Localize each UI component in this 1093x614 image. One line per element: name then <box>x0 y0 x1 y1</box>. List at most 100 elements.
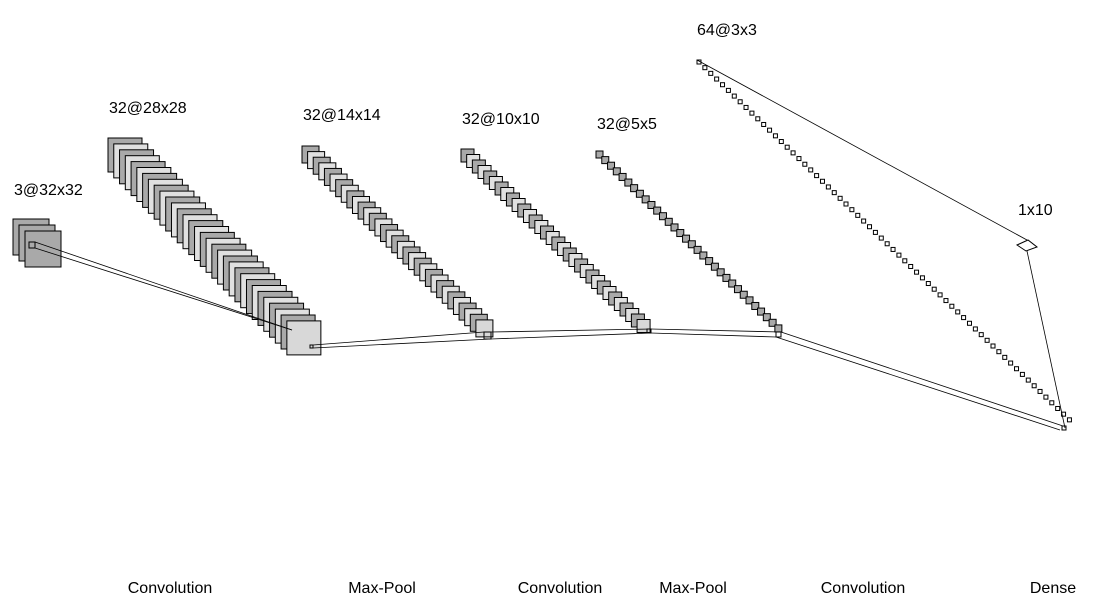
feature-map-pool2 <box>612 167 621 176</box>
feature-map-conv3 <box>984 337 990 343</box>
feature-map-conv3 <box>819 178 825 184</box>
feature-map-conv3 <box>925 281 931 287</box>
layer-label-dense: 1x10 <box>1018 202 1053 219</box>
feature-map-conv3 <box>802 161 808 167</box>
feature-map-pool2 <box>722 273 731 282</box>
feature-map-conv3 <box>702 65 708 71</box>
feature-map-pool2 <box>635 189 644 198</box>
feature-map-conv3 <box>884 241 890 247</box>
feature-map-conv3 <box>1019 371 1025 377</box>
feature-map-conv3 <box>808 167 814 173</box>
feature-map-pool2 <box>699 251 708 260</box>
feature-map-conv3 <box>990 343 996 349</box>
feature-map-conv3 <box>919 275 925 281</box>
feature-map-conv3 <box>908 263 914 269</box>
feature-map-pool2 <box>676 229 685 238</box>
connection-line <box>650 328 782 333</box>
feature-map-conv3 <box>1025 377 1031 383</box>
feature-map-conv3 <box>961 315 967 321</box>
feature-map-conv3 <box>708 70 714 76</box>
feature-map-pool2 <box>687 240 696 249</box>
connection-line <box>780 331 1064 427</box>
connection-line <box>34 247 293 331</box>
kernel-marker-pool2 <box>775 331 782 338</box>
feature-map-pool2 <box>693 245 702 254</box>
feature-map-conv1 <box>286 320 322 356</box>
feature-map-conv3 <box>902 258 908 264</box>
feature-map-conv3 <box>767 127 773 133</box>
connection-line <box>650 332 777 338</box>
feature-map-conv3 <box>861 218 867 224</box>
feature-map-conv3 <box>1043 394 1049 400</box>
feature-map-pool2 <box>757 307 766 316</box>
feature-map-pool2 <box>664 217 673 226</box>
feature-map-conv3 <box>896 252 902 258</box>
feature-map-pool2 <box>601 156 610 165</box>
feature-map-conv3 <box>790 150 796 156</box>
operation-label-max-pool-2: Max-Pool <box>659 580 727 597</box>
feature-map-pool2 <box>670 223 679 232</box>
feature-map-conv3 <box>972 326 978 332</box>
feature-map-conv3 <box>720 82 726 88</box>
dense-output-node <box>1015 239 1039 252</box>
operation-label-convolution-1: Convolution <box>127 580 213 597</box>
feature-map-conv3 <box>878 235 884 241</box>
connection-line <box>312 338 492 349</box>
layer-label-conv3: 64@3x3 <box>697 22 757 39</box>
operation-label-dense: Dense <box>1029 580 1077 597</box>
feature-map-conv2 <box>636 319 651 333</box>
feature-map-conv3 <box>1014 366 1020 372</box>
kernel-marker-conv3 <box>1061 425 1067 431</box>
feature-map-conv3 <box>814 173 820 179</box>
feature-map-conv3 <box>743 104 749 110</box>
kernel-marker-input <box>28 241 36 249</box>
feature-map-conv3 <box>831 190 837 196</box>
feature-map-pool2 <box>641 195 650 204</box>
feature-map-pool2 <box>762 313 771 322</box>
layer-label-conv1: 32@28x28 <box>109 100 187 117</box>
feature-map-conv3 <box>837 195 843 201</box>
operation-label-max-pool-1: Max-Pool <box>348 580 416 597</box>
feature-map-pool2 <box>595 150 604 159</box>
feature-map-conv3 <box>737 99 743 105</box>
feature-map-conv3 <box>784 144 790 150</box>
feature-map-conv3 <box>978 332 984 338</box>
feature-map-pool2 <box>647 200 656 209</box>
feature-map-pool2 <box>682 234 691 243</box>
connection-line <box>775 336 1061 431</box>
layer-label-input: 3@32x32 <box>14 182 83 199</box>
feature-map-conv3 <box>1037 388 1043 394</box>
layer-label-conv2: 32@10x10 <box>462 111 540 128</box>
feature-map-conv3 <box>937 292 943 298</box>
feature-map-conv3 <box>931 286 937 292</box>
connection-line <box>490 332 652 340</box>
feature-map-conv3 <box>1002 354 1008 360</box>
feature-map-pool2 <box>658 212 667 221</box>
feature-map-conv3 <box>825 184 831 190</box>
feature-map-conv3 <box>949 303 955 309</box>
feature-map-pool2 <box>751 301 760 310</box>
feature-map-conv3 <box>1055 405 1061 411</box>
feature-map-conv3 <box>755 116 761 122</box>
feature-map-conv3 <box>749 110 755 116</box>
layer-label-pool2: 32@5x5 <box>597 116 657 133</box>
connection-line <box>1026 250 1066 429</box>
feature-map-pool2 <box>768 318 777 327</box>
feature-map-conv3 <box>843 201 849 207</box>
feature-map-conv3 <box>725 87 731 93</box>
feature-map-conv3 <box>731 93 737 99</box>
feature-map-pool2 <box>774 324 783 333</box>
feature-map-conv3 <box>914 269 920 275</box>
feature-map-pool2 <box>630 184 639 193</box>
layer-label-pool1: 32@14x14 <box>303 107 381 124</box>
feature-map-conv3 <box>966 320 972 326</box>
feature-map-conv3 <box>1031 383 1037 389</box>
connection-line <box>34 241 293 331</box>
feature-map-conv3 <box>1066 417 1072 423</box>
feature-map-conv3 <box>778 139 784 145</box>
connection-line <box>696 59 1028 241</box>
feature-map-pool2 <box>624 178 633 187</box>
feature-map-conv3 <box>761 121 767 127</box>
feature-map-pool2 <box>607 161 616 170</box>
